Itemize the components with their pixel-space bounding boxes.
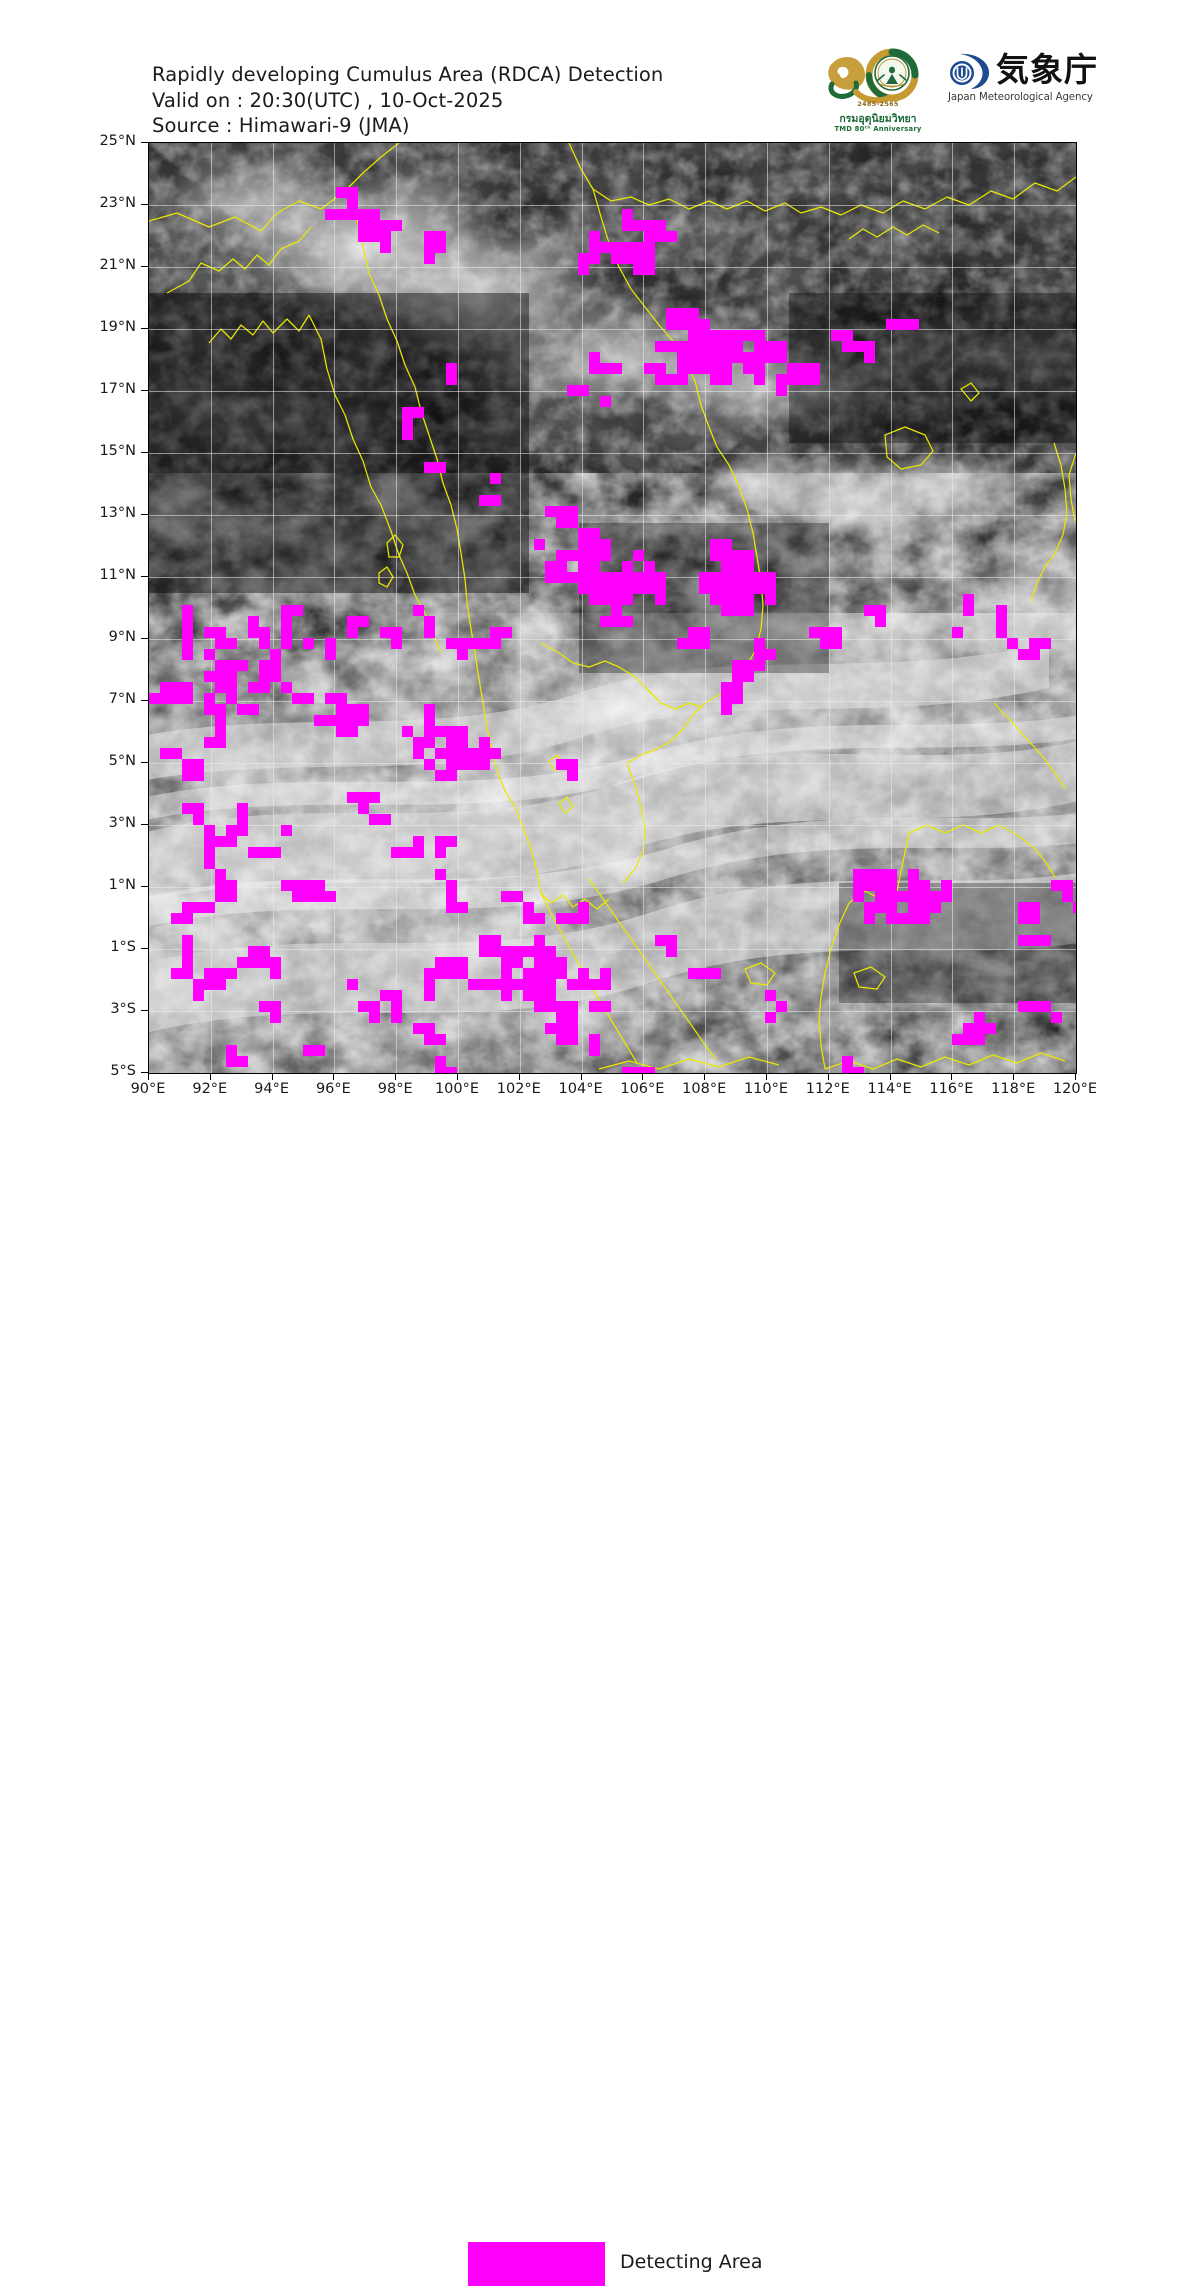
y-axis-tick-label: 5°N [108, 753, 136, 769]
x-axis-tick-label: 106°E [620, 1081, 665, 1097]
tmd-80th-anniversary-logo: 2485-2565 กรมอุตุนิยมวิทยา TMD 80ᵗʰ Anni… [818, 48, 938, 138]
y-axis-tick-label: 21°N [99, 257, 136, 273]
page-title: Rapidly developing Cumulus Area (RDCA) D… [152, 63, 664, 86]
x-axis-tick-mark [210, 1073, 211, 1080]
x-axis-tick-label: 102°E [496, 1081, 541, 1097]
x-axis-tick-label: 98°E [377, 1081, 413, 1097]
title-block: Rapidly developing Cumulus Area (RDCA) D… [152, 62, 663, 139]
legend: Detecting Area [0, 1118, 1200, 2286]
legend-label-detecting-area: Detecting Area [620, 2251, 763, 2273]
satellite-imagery [149, 143, 1076, 1073]
x-axis-tick-mark [951, 1073, 952, 1080]
x-axis-tick-label: 112°E [805, 1081, 850, 1097]
y-axis-tick-mark [141, 638, 148, 639]
y-axis-tick-label: 5°S [110, 1063, 136, 1079]
y-axis-tick-mark [141, 390, 148, 391]
x-axis-tick-label: 96°E [315, 1081, 351, 1097]
x-axis-tick-mark [1075, 1073, 1076, 1080]
y-axis-tick-mark [141, 142, 148, 143]
x-axis-tick-label: 90°E [130, 1081, 166, 1097]
source-line: Source : Himawari-9 (JMA) [152, 114, 410, 137]
y-axis-tick-label: 7°N [108, 691, 136, 707]
x-axis-tick-label: 120°E [1052, 1081, 1098, 1097]
x-axis-tick-mark [395, 1073, 396, 1080]
y-axis-tick-mark [141, 328, 148, 329]
y-axis-tick-label: 15°N [99, 443, 136, 459]
valid-time-line: Valid on : 20:30(UTC) , 10-Oct-2025 [152, 88, 504, 112]
x-axis-tick-mark [148, 1073, 149, 1080]
y-axis-tick-mark [141, 700, 148, 701]
y-axis-tick-label: 17°N [99, 381, 136, 397]
x-axis-tick-mark [890, 1073, 891, 1080]
coastline-overlay [149, 143, 1076, 1070]
x-axis-tick-label: 104°E [558, 1081, 603, 1097]
infrared-satellite-layer [149, 143, 1076, 1073]
page-header: Rapidly developing Cumulus Area (RDCA) D… [0, 0, 1200, 142]
y-axis-tick-label: 25°N [99, 133, 136, 149]
y-axis-tick-mark [141, 762, 148, 763]
y-axis-tick-label: 1°S [110, 939, 136, 955]
y-axis-tick-label: 9°N [108, 629, 136, 645]
x-axis-tick-label: 108°E [682, 1081, 727, 1097]
x-axis-tick-label: 110°E [743, 1081, 789, 1097]
y-axis-tick-label: 23°N [99, 195, 136, 211]
x-axis-tick-label: 92°E [192, 1081, 228, 1097]
y-axis-tick-label: 11°N [99, 567, 136, 583]
x-axis-tick-label: 118°E [991, 1081, 1036, 1097]
y-axis-tick-mark [141, 452, 148, 453]
tmd-thai-name: กรมอุตุนิยมวิทยา [839, 113, 917, 125]
japan-meteorological-agency-logo: 気象庁 Japan Meteorological Agency [948, 50, 1098, 114]
y-axis-tick-mark [141, 886, 148, 887]
y-axis-tick-label: 19°N [99, 319, 136, 335]
x-axis-tick-label: 116°E [929, 1081, 974, 1097]
y-axis-tick-mark [141, 824, 148, 825]
y-axis-tick-label: 3°N [108, 815, 136, 831]
x-axis-tick-mark [457, 1073, 458, 1080]
x-axis-tick-mark [828, 1073, 829, 1080]
y-axis-tick-mark [141, 204, 148, 205]
x-axis-tick-mark [1013, 1073, 1014, 1080]
x-axis-tick-mark [704, 1073, 705, 1080]
tmd-logo-graphic [828, 48, 919, 104]
y-axis-tick-mark [141, 576, 148, 577]
x-axis-tick-mark [766, 1073, 767, 1080]
x-axis-tick-label: 94°E [254, 1081, 290, 1097]
x-axis-tick-label: 100°E [434, 1081, 480, 1097]
tmd-years-label: 2485-2565 [857, 100, 899, 108]
jma-kanji-label: 気象庁 [996, 50, 1098, 89]
x-axis-tick-mark [581, 1073, 582, 1080]
y-axis-tick-mark [141, 266, 148, 267]
tmd-anniversary-label: TMD 80ᵗʰ Anniversary [834, 125, 922, 133]
y-axis-tick-mark [141, 514, 148, 515]
y-axis-tick-mark [141, 948, 148, 949]
x-axis-tick-mark [519, 1073, 520, 1080]
jma-subtitle-label: Japan Meteorological Agency [948, 92, 1093, 103]
x-axis-tick-mark [642, 1073, 643, 1080]
x-axis-tick-mark [272, 1073, 273, 1080]
y-axis-tick-label: 13°N [99, 505, 136, 521]
x-axis-tick-mark [333, 1073, 334, 1080]
y-axis-tick-mark [141, 1072, 148, 1073]
y-axis-tick-label: 1°N [108, 877, 136, 893]
legend-swatch-detecting-area [468, 2242, 605, 2286]
jma-emblem-icon [950, 53, 990, 89]
y-axis-tick-label: 3°S [110, 1001, 136, 1017]
y-axis-tick-mark [141, 1010, 148, 1011]
x-axis-tick-label: 114°E [867, 1081, 912, 1097]
satellite-map-plot[interactable] [148, 142, 1077, 1074]
